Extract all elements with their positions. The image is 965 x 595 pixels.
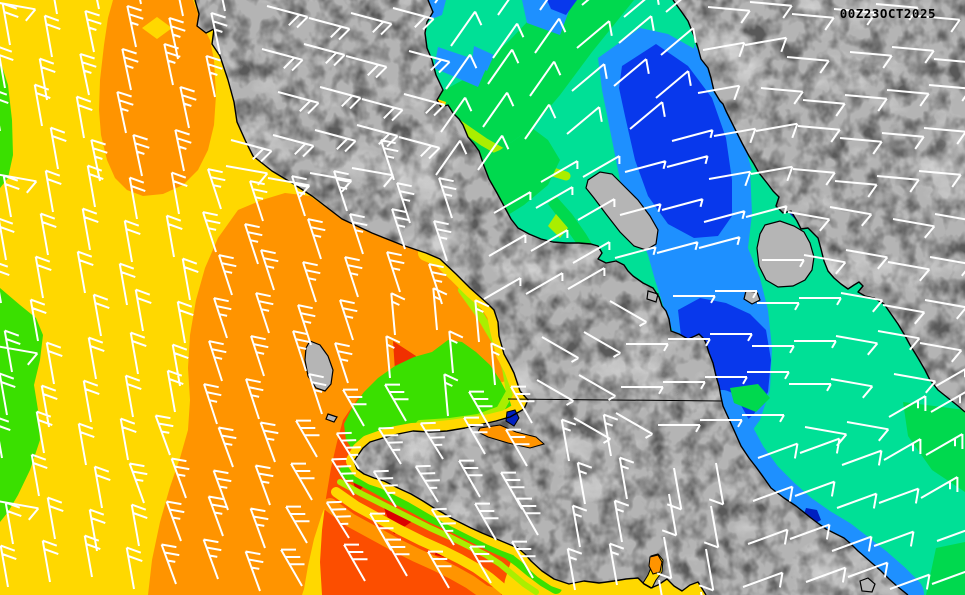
ballenas-canal-green (548, 196, 598, 258)
dodger-patch-2 (472, 46, 494, 71)
gulf-west-coast (424, 0, 909, 595)
isla-angel-de-la-guarda (585, 171, 659, 251)
green-patch-statelline-coast (730, 384, 770, 412)
green-strip-upper-left (0, 60, 13, 188)
laguna-san-ignacio-orange (648, 554, 663, 575)
orange-field-central (148, 193, 515, 595)
isla-tiburon (756, 220, 815, 288)
isla-natividad (325, 413, 338, 423)
band-orange-offshore (323, 498, 501, 595)
isla-cedros (304, 340, 334, 392)
orange-blob-northwest (99, 0, 216, 196)
royal-top-sliver (547, 0, 577, 15)
yellow-diamond-hole (142, 17, 172, 39)
upper-gulf-green-swath (430, 0, 634, 163)
green-blob-left-edge (0, 288, 43, 522)
baja-state-boundary (507, 398, 723, 402)
vizcaino-bay-green (344, 340, 512, 455)
band-chartreuse (337, 479, 539, 595)
isla-south-coast (859, 577, 876, 593)
green-patch-east-edge (903, 402, 965, 492)
timestamp-label: 00Z23OCT2025 (839, 6, 936, 21)
isla-san-lorenzo (646, 290, 659, 303)
islands (304, 171, 876, 593)
sonora-coast (672, 0, 965, 413)
